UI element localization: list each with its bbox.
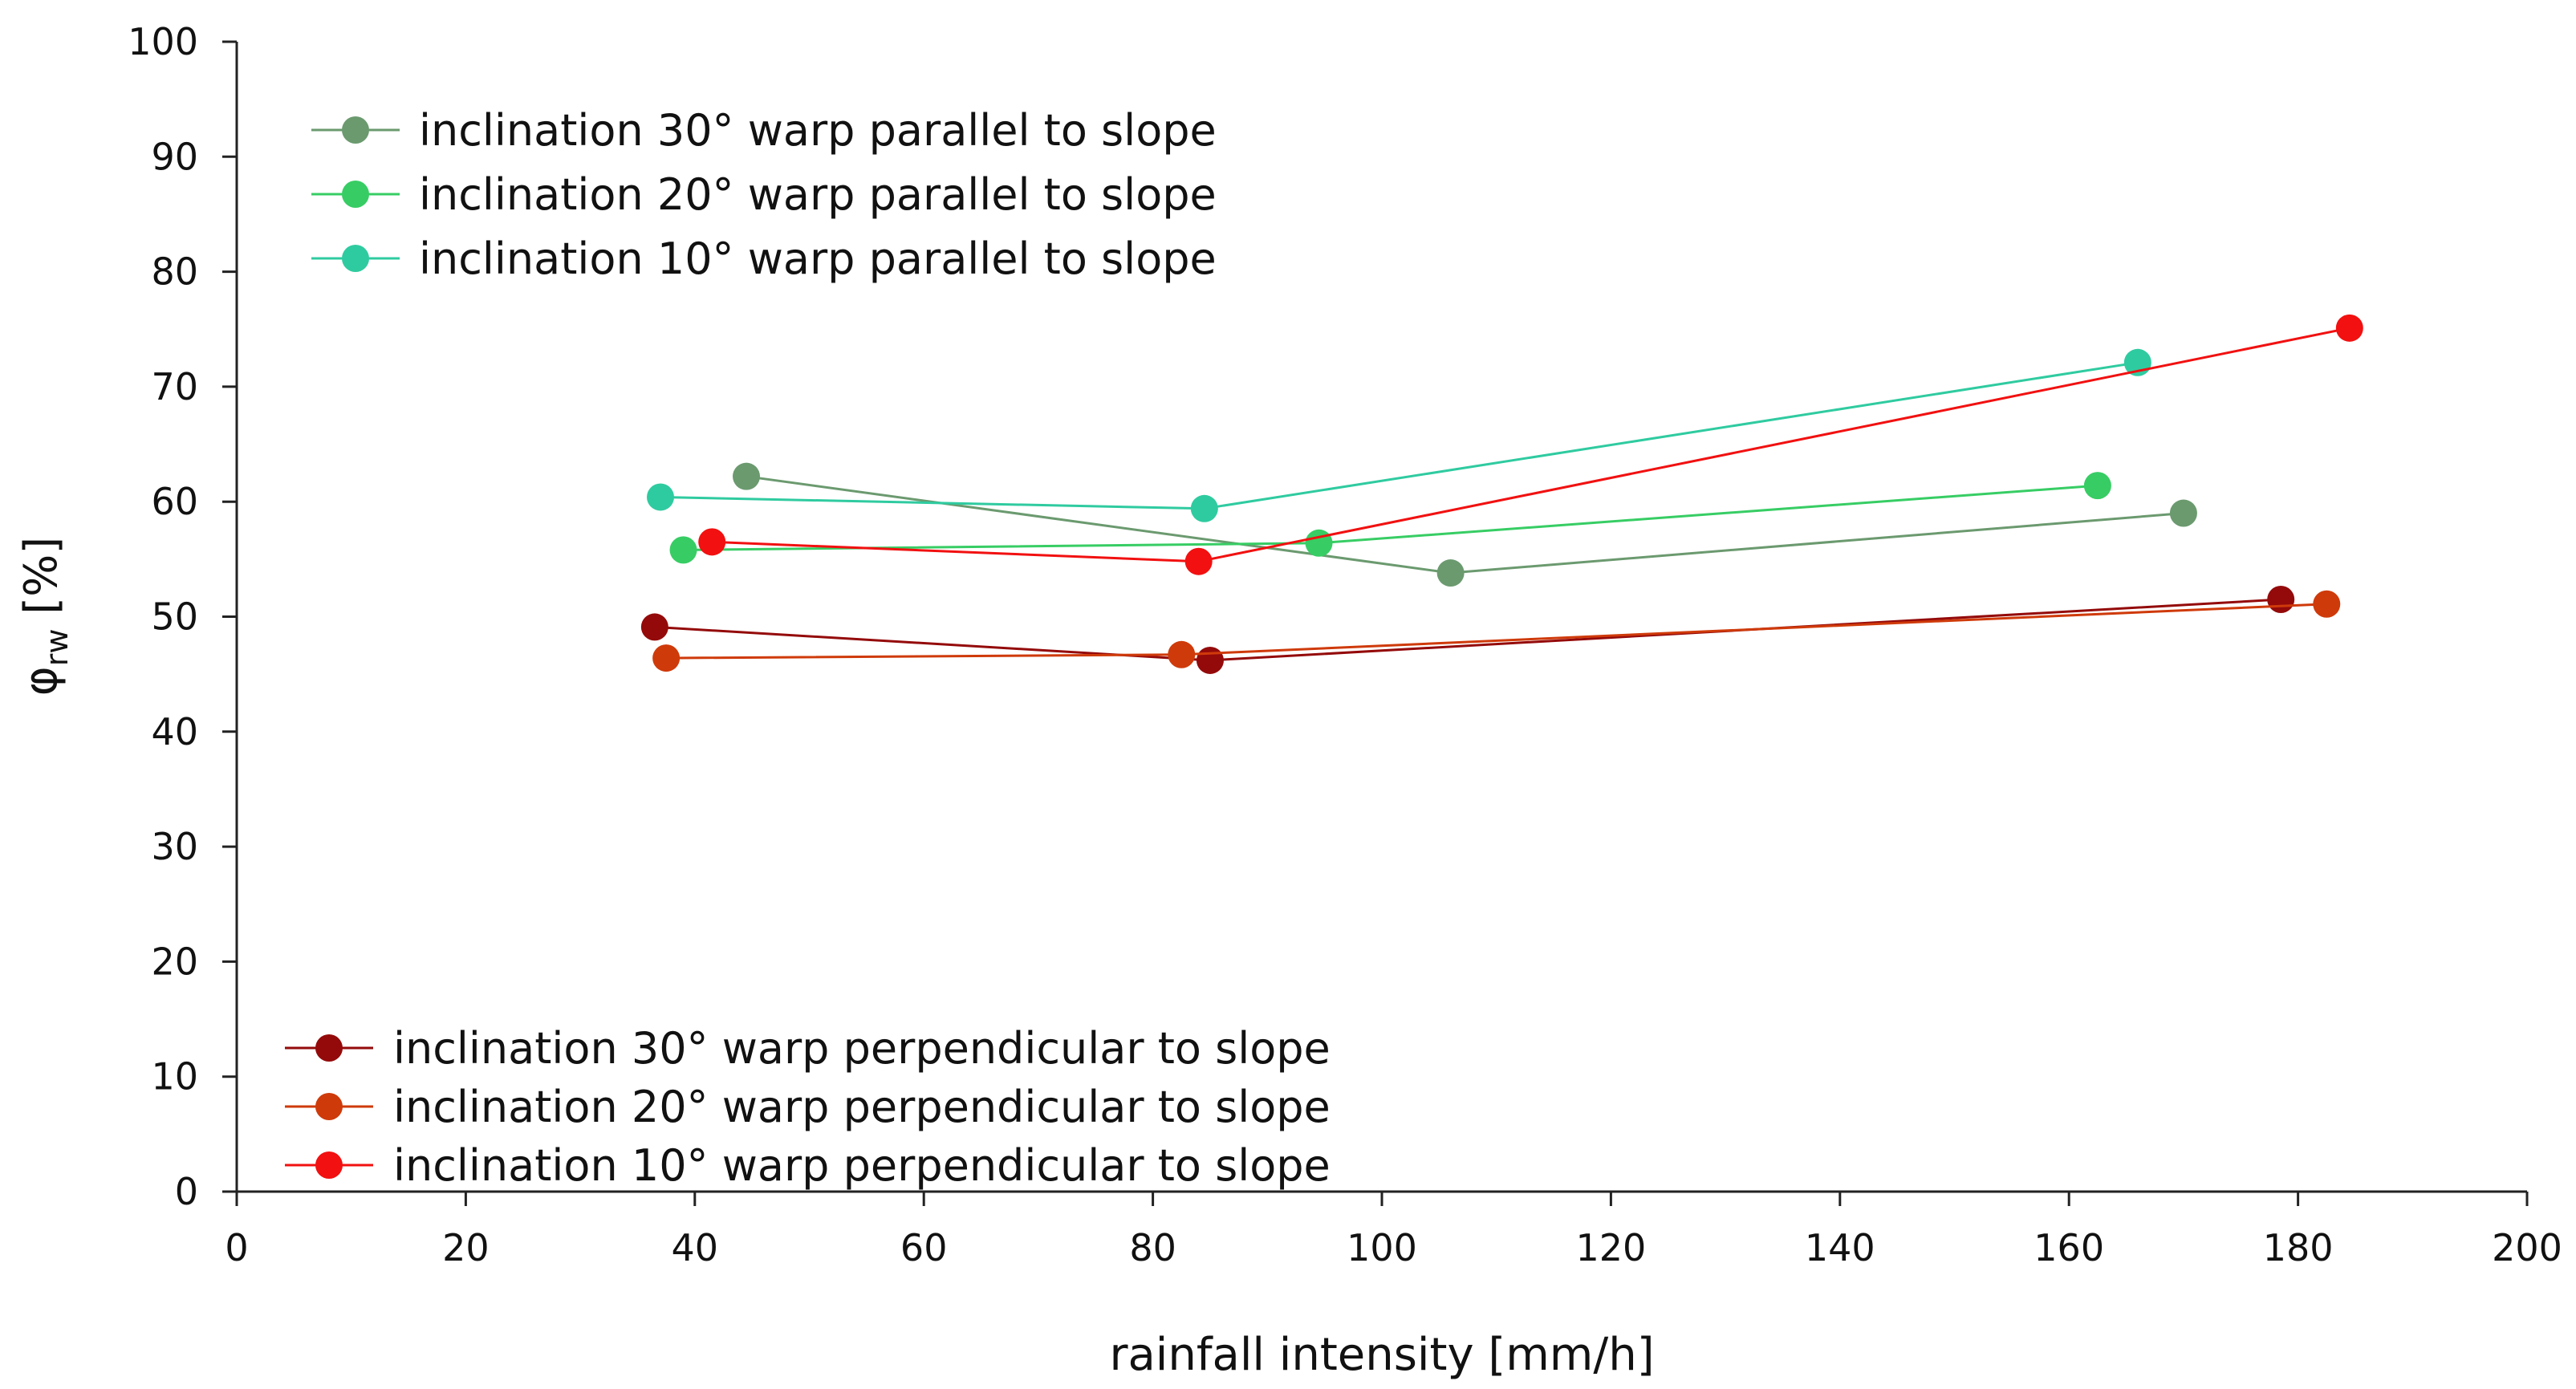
- legend-item: inclination 20° warp perpendicular to sl…: [285, 1082, 1331, 1132]
- legend-item: inclination 30° warp perpendicular to sl…: [285, 1023, 1331, 1074]
- legend-swatch-marker: [342, 116, 369, 144]
- legend-swatch-marker: [315, 1034, 343, 1062]
- data-point: [1184, 547, 1213, 575]
- data-point: [1436, 559, 1465, 587]
- data-point: [1190, 494, 1218, 522]
- y-tick-label: 90: [151, 135, 198, 178]
- data-point: [1168, 640, 1196, 668]
- y-axis-title-symbol: φ: [15, 666, 67, 696]
- legend-top-left: inclination 30° warp parallel to slope in…: [311, 105, 1217, 284]
- data-point: [698, 528, 726, 556]
- x-tick-label: 140: [1805, 1226, 1875, 1269]
- x-tick-label: 20: [442, 1226, 490, 1269]
- y-tick-label: 60: [151, 480, 198, 523]
- data-point: [652, 644, 681, 672]
- data-point: [646, 483, 674, 511]
- y-tick-label: 30: [151, 825, 198, 868]
- series-line: [683, 484, 2098, 551]
- data-point: [2083, 472, 2111, 500]
- legend-item: inclination 10° warp parallel to slope: [311, 234, 1217, 284]
- legend-label: inclination 20° warp perpendicular to sl…: [393, 1082, 1331, 1132]
- legend-item: inclination 30° warp parallel to slope: [311, 105, 1217, 156]
- legend-swatch-marker: [315, 1093, 343, 1120]
- y-axis-title-subscript: rw: [39, 629, 75, 667]
- series-line: [746, 475, 2184, 575]
- series-1: [733, 462, 2197, 587]
- data-point: [2267, 586, 2295, 614]
- x-ticks: 0 20 40 60 80 100 120 140 160 180 200: [225, 1192, 2562, 1269]
- legend-label: inclination 30° warp parallel to slope: [419, 105, 1217, 156]
- x-tick-label: 0: [225, 1226, 248, 1269]
- x-tick-label: 80: [1129, 1226, 1176, 1269]
- y-tick-label: 80: [151, 250, 198, 294]
- y-tick-label: 40: [151, 710, 198, 753]
- data-point: [2313, 590, 2341, 618]
- data-point: [2169, 499, 2197, 527]
- data-point: [2335, 314, 2363, 342]
- data-point: [640, 613, 668, 641]
- legend-label: inclination 10° warp perpendicular to sl…: [393, 1140, 1331, 1191]
- legend-swatch-marker: [342, 245, 369, 272]
- legend-item: inclination 10° warp perpendicular to sl…: [285, 1140, 1331, 1191]
- y-tick-label: 50: [151, 595, 198, 639]
- data-point: [733, 462, 761, 490]
- legend-swatch-marker: [315, 1151, 343, 1179]
- x-tick-label: 160: [2034, 1226, 2104, 1269]
- series-5: [652, 590, 2341, 672]
- x-tick-label: 60: [900, 1226, 948, 1269]
- series-line: [660, 361, 2139, 510]
- y-axis-title-unit: [%]: [15, 537, 67, 629]
- y-tick-label: 20: [151, 940, 198, 983]
- series-layer: [640, 314, 2363, 674]
- legend-label: inclination 10° warp parallel to slope: [419, 234, 1217, 284]
- x-tick-label: 40: [672, 1226, 719, 1269]
- series-line: [654, 598, 2281, 662]
- y-tick-label: 100: [128, 20, 198, 63]
- data-point: [669, 536, 697, 564]
- data-point: [1196, 646, 1224, 674]
- legend-item: inclination 20° warp parallel to slope: [311, 169, 1217, 220]
- series-3: [646, 348, 2151, 522]
- y-tick-label: 70: [151, 365, 198, 408]
- y-axis-title: φrw [%]: [15, 537, 75, 696]
- x-tick-label: 120: [1575, 1226, 1646, 1269]
- series-6: [698, 314, 2363, 575]
- y-ticks: 0 10 20 30 40 50 60 70 80 90 100: [128, 20, 237, 1213]
- legend-label: inclination 20° warp parallel to slope: [419, 169, 1217, 220]
- series-2: [669, 472, 2111, 564]
- legend-label: inclination 30° warp perpendicular to sl…: [393, 1023, 1331, 1074]
- x-tick-label: 180: [2263, 1226, 2334, 1269]
- x-axis-title: rainfall intensity [mm/h]: [1109, 1329, 1654, 1381]
- legend-swatch-marker: [342, 181, 369, 208]
- x-tick-label: 200: [2492, 1226, 2562, 1269]
- x-tick-label: 100: [1347, 1226, 1417, 1269]
- y-tick-label: 10: [151, 1055, 198, 1099]
- legend-bottom-left: inclination 30° warp perpendicular to sl…: [285, 1023, 1331, 1191]
- data-point: [1305, 529, 1333, 557]
- y-tick-label: 0: [175, 1170, 198, 1213]
- series-4: [640, 586, 2295, 674]
